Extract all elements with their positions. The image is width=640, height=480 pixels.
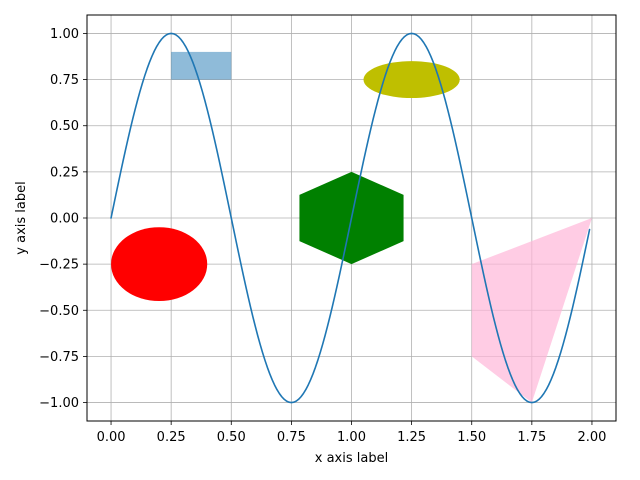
y-tick-label: −0.75	[39, 350, 79, 365]
sine-wave-line	[110, 32, 591, 404]
ticks: 0.00 0.25 0.50 0.75 1.00 1.25 1.50 1.75 2.00 −1.0…	[39, 27, 606, 445]
y-tick-label: −0.50	[39, 304, 79, 319]
series	[110, 32, 591, 404]
x-tick-label: 1.25	[397, 430, 426, 445]
y-tick-label: 0.75	[50, 73, 79, 88]
x-tick-label: 0.25	[157, 430, 186, 445]
x-tick-label: 2.00	[577, 430, 606, 445]
x-tick-label: 1.75	[517, 430, 546, 445]
y-tick-label: −0.25	[39, 258, 79, 273]
y-tick-label: 0.00	[50, 212, 79, 227]
rectangle-patch	[171, 51, 232, 80]
x-tick-label: 1.00	[337, 430, 366, 445]
y-tick-label: 1.00	[50, 27, 79, 42]
x-tick-label: 0.00	[97, 430, 126, 445]
polygon-patch	[471, 218, 592, 403]
y-axis-label: y axis label	[14, 181, 29, 254]
x-tick-label: 0.75	[277, 430, 306, 445]
y-tick-label: 0.25	[50, 165, 79, 180]
y-tick-label: −1.00	[39, 396, 79, 411]
ellipse-patch	[363, 61, 460, 99]
y-tick-label: 0.50	[50, 119, 79, 134]
x-axis-label: x axis label	[315, 451, 388, 466]
x-tick-label: 1.50	[457, 430, 486, 445]
x-tick-label: 0.50	[217, 430, 246, 445]
circle-patch	[111, 227, 208, 302]
